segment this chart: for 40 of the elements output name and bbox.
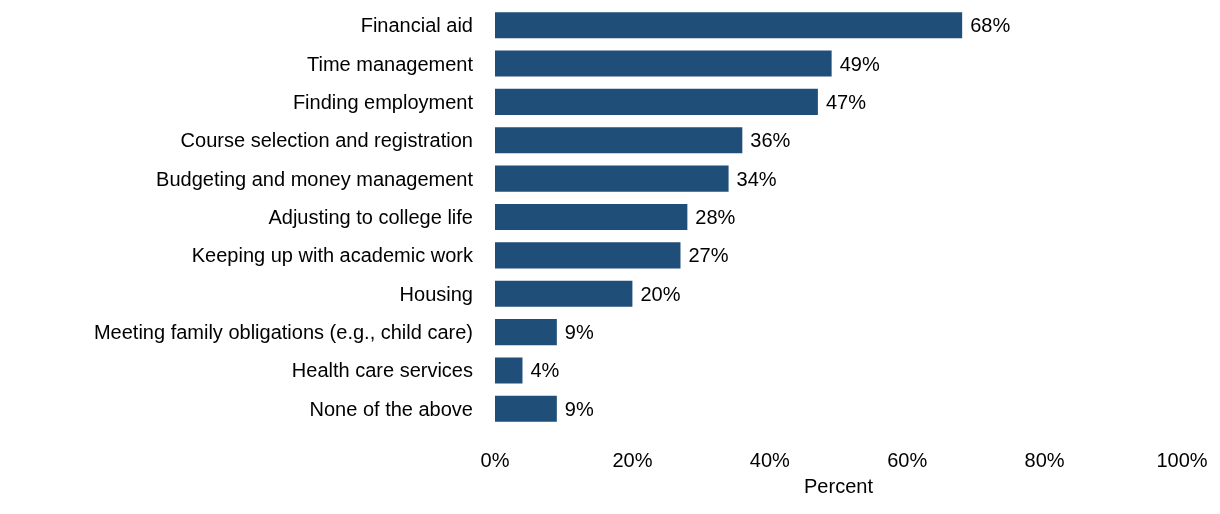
x-tick-label: 100%: [1156, 449, 1208, 471]
y-tick-label: Financial aid: [360, 14, 473, 37]
data-label: 9%: [564, 397, 594, 420]
y-tick-label: Meeting family obligations (e.g., child care): [93, 321, 473, 344]
bar: [495, 12, 963, 39]
data-label: 9%: [564, 321, 594, 344]
x-tick-label: 0%: [480, 449, 510, 471]
bar: [495, 88, 818, 115]
y-tick-label: Adjusting to college life: [268, 206, 473, 228]
bar: [495, 280, 633, 307]
x-tick-label: 80%: [1024, 449, 1065, 471]
y-tick-label: Keeping up with academic work: [191, 244, 474, 267]
x-tick-label: 60%: [887, 449, 928, 471]
bar: [495, 50, 832, 77]
y-tick-label: Budgeting and money management: [156, 167, 474, 190]
data-label: 47%: [825, 90, 867, 113]
y-tick-label: Housing: [399, 282, 473, 305]
y-tick-label: None of the above: [309, 397, 473, 420]
y-tick-label: Course selection and registration: [180, 129, 473, 152]
data-label: 34%: [736, 167, 777, 190]
y-tick-label: Health care services: [291, 359, 473, 382]
y-tick-label: Finding employment: [292, 90, 474, 113]
bar: [495, 203, 688, 231]
data-label: 27%: [688, 244, 729, 267]
bar: [495, 165, 729, 192]
data-label: 49%: [839, 52, 880, 75]
x-tick-label: 40%: [749, 449, 791, 471]
bar: [495, 127, 743, 154]
bar: [495, 319, 557, 346]
data-label: 36%: [750, 129, 791, 152]
data-label: 68%: [970, 14, 1011, 37]
bar: [495, 242, 681, 269]
x-axis-title: Percent: [804, 475, 874, 497]
y-tick-label: Time management: [307, 52, 474, 75]
x-tick-label: 20%: [612, 449, 653, 471]
bar: [495, 357, 523, 384]
data-label: 28%: [695, 206, 736, 228]
data-label: 20%: [640, 282, 681, 305]
bar: [495, 395, 557, 422]
data-label: 4%: [530, 359, 560, 382]
